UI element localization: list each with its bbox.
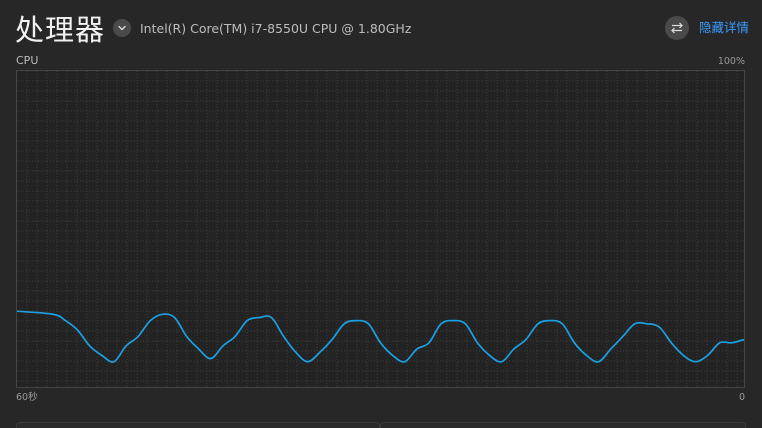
- cpu-usage-line: [17, 310, 744, 363]
- cpu-model-name: Intel(R) Core(TM) i7-8550U CPU @ 1.80GHz: [140, 21, 412, 36]
- stats-panel-right: [380, 422, 746, 428]
- graph-label: CPU: [16, 54, 39, 67]
- page-title: 处理器: [15, 13, 106, 47]
- swap-view-button[interactable]: [665, 16, 689, 40]
- graph-grid: [17, 71, 744, 387]
- swap-icon: [671, 22, 683, 34]
- hide-details-link[interactable]: 隐藏详情: [699, 20, 750, 35]
- stats-panel-left: [16, 422, 380, 428]
- cpu-dropdown-button[interactable]: [113, 19, 131, 37]
- graph-x-start-label: 60秒: [16, 392, 38, 403]
- cpu-usage-graph: [16, 70, 745, 388]
- chevron-down-icon: [118, 25, 126, 31]
- graph-y-max-label: 100%: [717, 56, 745, 67]
- cpu-usage-chart: [17, 71, 744, 387]
- graph-x-end-label: 0: [738, 392, 745, 403]
